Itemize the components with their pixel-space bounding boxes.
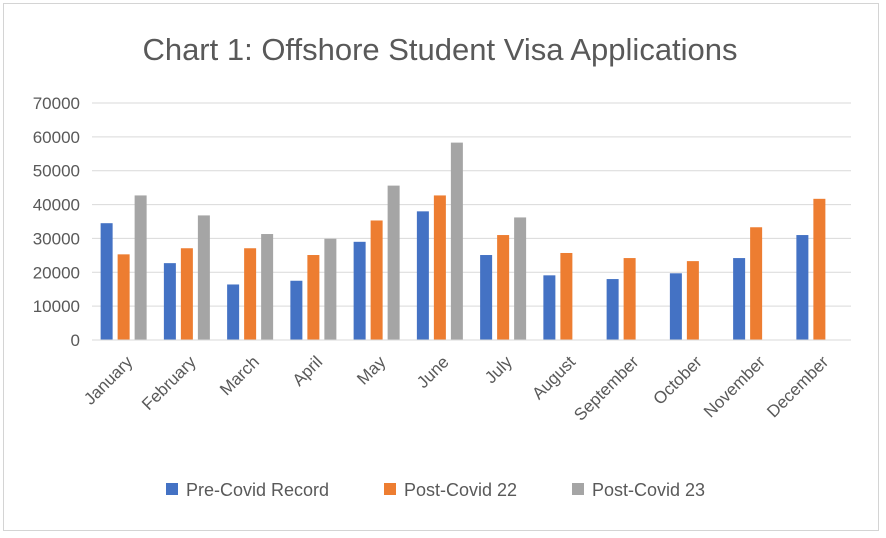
- bar-post-covid-23-june: [450, 142, 463, 340]
- bar-post-covid-22-february: [180, 248, 193, 340]
- bar-pre-covid-record-june: [416, 211, 429, 340]
- y-tick-label: 70000: [33, 94, 80, 113]
- x-tick-label: March: [216, 352, 263, 399]
- bar-pre-covid-record-october: [669, 273, 682, 340]
- y-tick-label: 10000: [33, 297, 80, 316]
- x-tick-label: November: [700, 352, 769, 421]
- bar-pre-covid-record-january: [100, 223, 113, 340]
- gridlines: [92, 102, 851, 307]
- bar-post-covid-22-october: [686, 261, 699, 340]
- bar-post-covid-22-march: [244, 248, 257, 340]
- bars: [100, 142, 826, 340]
- y-tick-label: 40000: [33, 196, 80, 215]
- bar-pre-covid-record-november: [733, 258, 746, 340]
- bar-post-covid-22-september: [623, 258, 636, 340]
- x-tick-label: January: [80, 352, 137, 409]
- bar-post-covid-23-march: [261, 234, 274, 340]
- bar-post-covid-22-may: [370, 220, 383, 340]
- bar-pre-covid-record-february: [163, 263, 176, 340]
- x-axis-tick-labels: January February March April May June July Augu…: [80, 352, 832, 425]
- y-tick-label: 20000: [33, 263, 80, 282]
- bar-post-covid-23-april: [324, 238, 337, 340]
- bar-pre-covid-record-april: [290, 280, 303, 340]
- y-axis-tick-labels: 0 10000 20000 30000 40000 50000 60000 70000: [33, 94, 80, 350]
- x-tick-label: December: [763, 352, 832, 421]
- bar-post-covid-22-january: [117, 254, 130, 340]
- y-tick-label: 60000: [33, 128, 80, 147]
- y-tick-label: 50000: [33, 162, 80, 181]
- x-tick-label: April: [289, 352, 326, 389]
- bar-pre-covid-record-july: [480, 255, 493, 340]
- legend-label: Pre-Covid Record: [186, 480, 329, 500]
- bar-post-covid-22-august: [560, 252, 573, 340]
- x-tick-label: July: [481, 352, 516, 387]
- bar-post-covid-23-july: [514, 217, 527, 340]
- bar-post-covid-22-july: [497, 235, 510, 340]
- x-tick-label: February: [138, 352, 200, 414]
- bar-pre-covid-record-may: [353, 241, 366, 340]
- legend-swatch: [166, 483, 178, 495]
- legend-label: Post-Covid 22: [404, 480, 517, 500]
- chart-title: Chart 1: Offshore Student Visa Applicati…: [142, 32, 737, 67]
- bar-post-covid-23-january: [134, 195, 147, 340]
- bar-pre-covid-record-december: [796, 235, 809, 340]
- x-tick-label: August: [528, 352, 579, 403]
- legend-label: Post-Covid 23: [592, 480, 705, 500]
- bar-post-covid-22-april: [307, 255, 320, 340]
- x-tick-label: October: [649, 352, 705, 408]
- bar-pre-covid-record-august: [543, 275, 556, 340]
- legend-swatch: [572, 483, 584, 495]
- bar-pre-covid-record-september: [606, 279, 619, 340]
- legend-swatch: [384, 483, 396, 495]
- legend: Pre-Covid Record Post-Covid 22 Post-Covid …: [166, 480, 705, 500]
- bar-post-covid-23-february: [197, 215, 210, 340]
- y-tick-label: 0: [71, 331, 80, 350]
- x-tick-label: June: [413, 352, 453, 392]
- x-tick-label: May: [353, 352, 389, 388]
- bar-pre-covid-record-march: [227, 284, 240, 340]
- x-tick-label: September: [570, 352, 642, 424]
- bar-post-covid-23-may: [387, 185, 400, 340]
- bar-post-covid-22-december: [813, 198, 826, 340]
- bar-post-covid-22-november: [750, 227, 763, 340]
- bar-post-covid-22-june: [433, 195, 446, 340]
- y-tick-label: 30000: [33, 229, 80, 248]
